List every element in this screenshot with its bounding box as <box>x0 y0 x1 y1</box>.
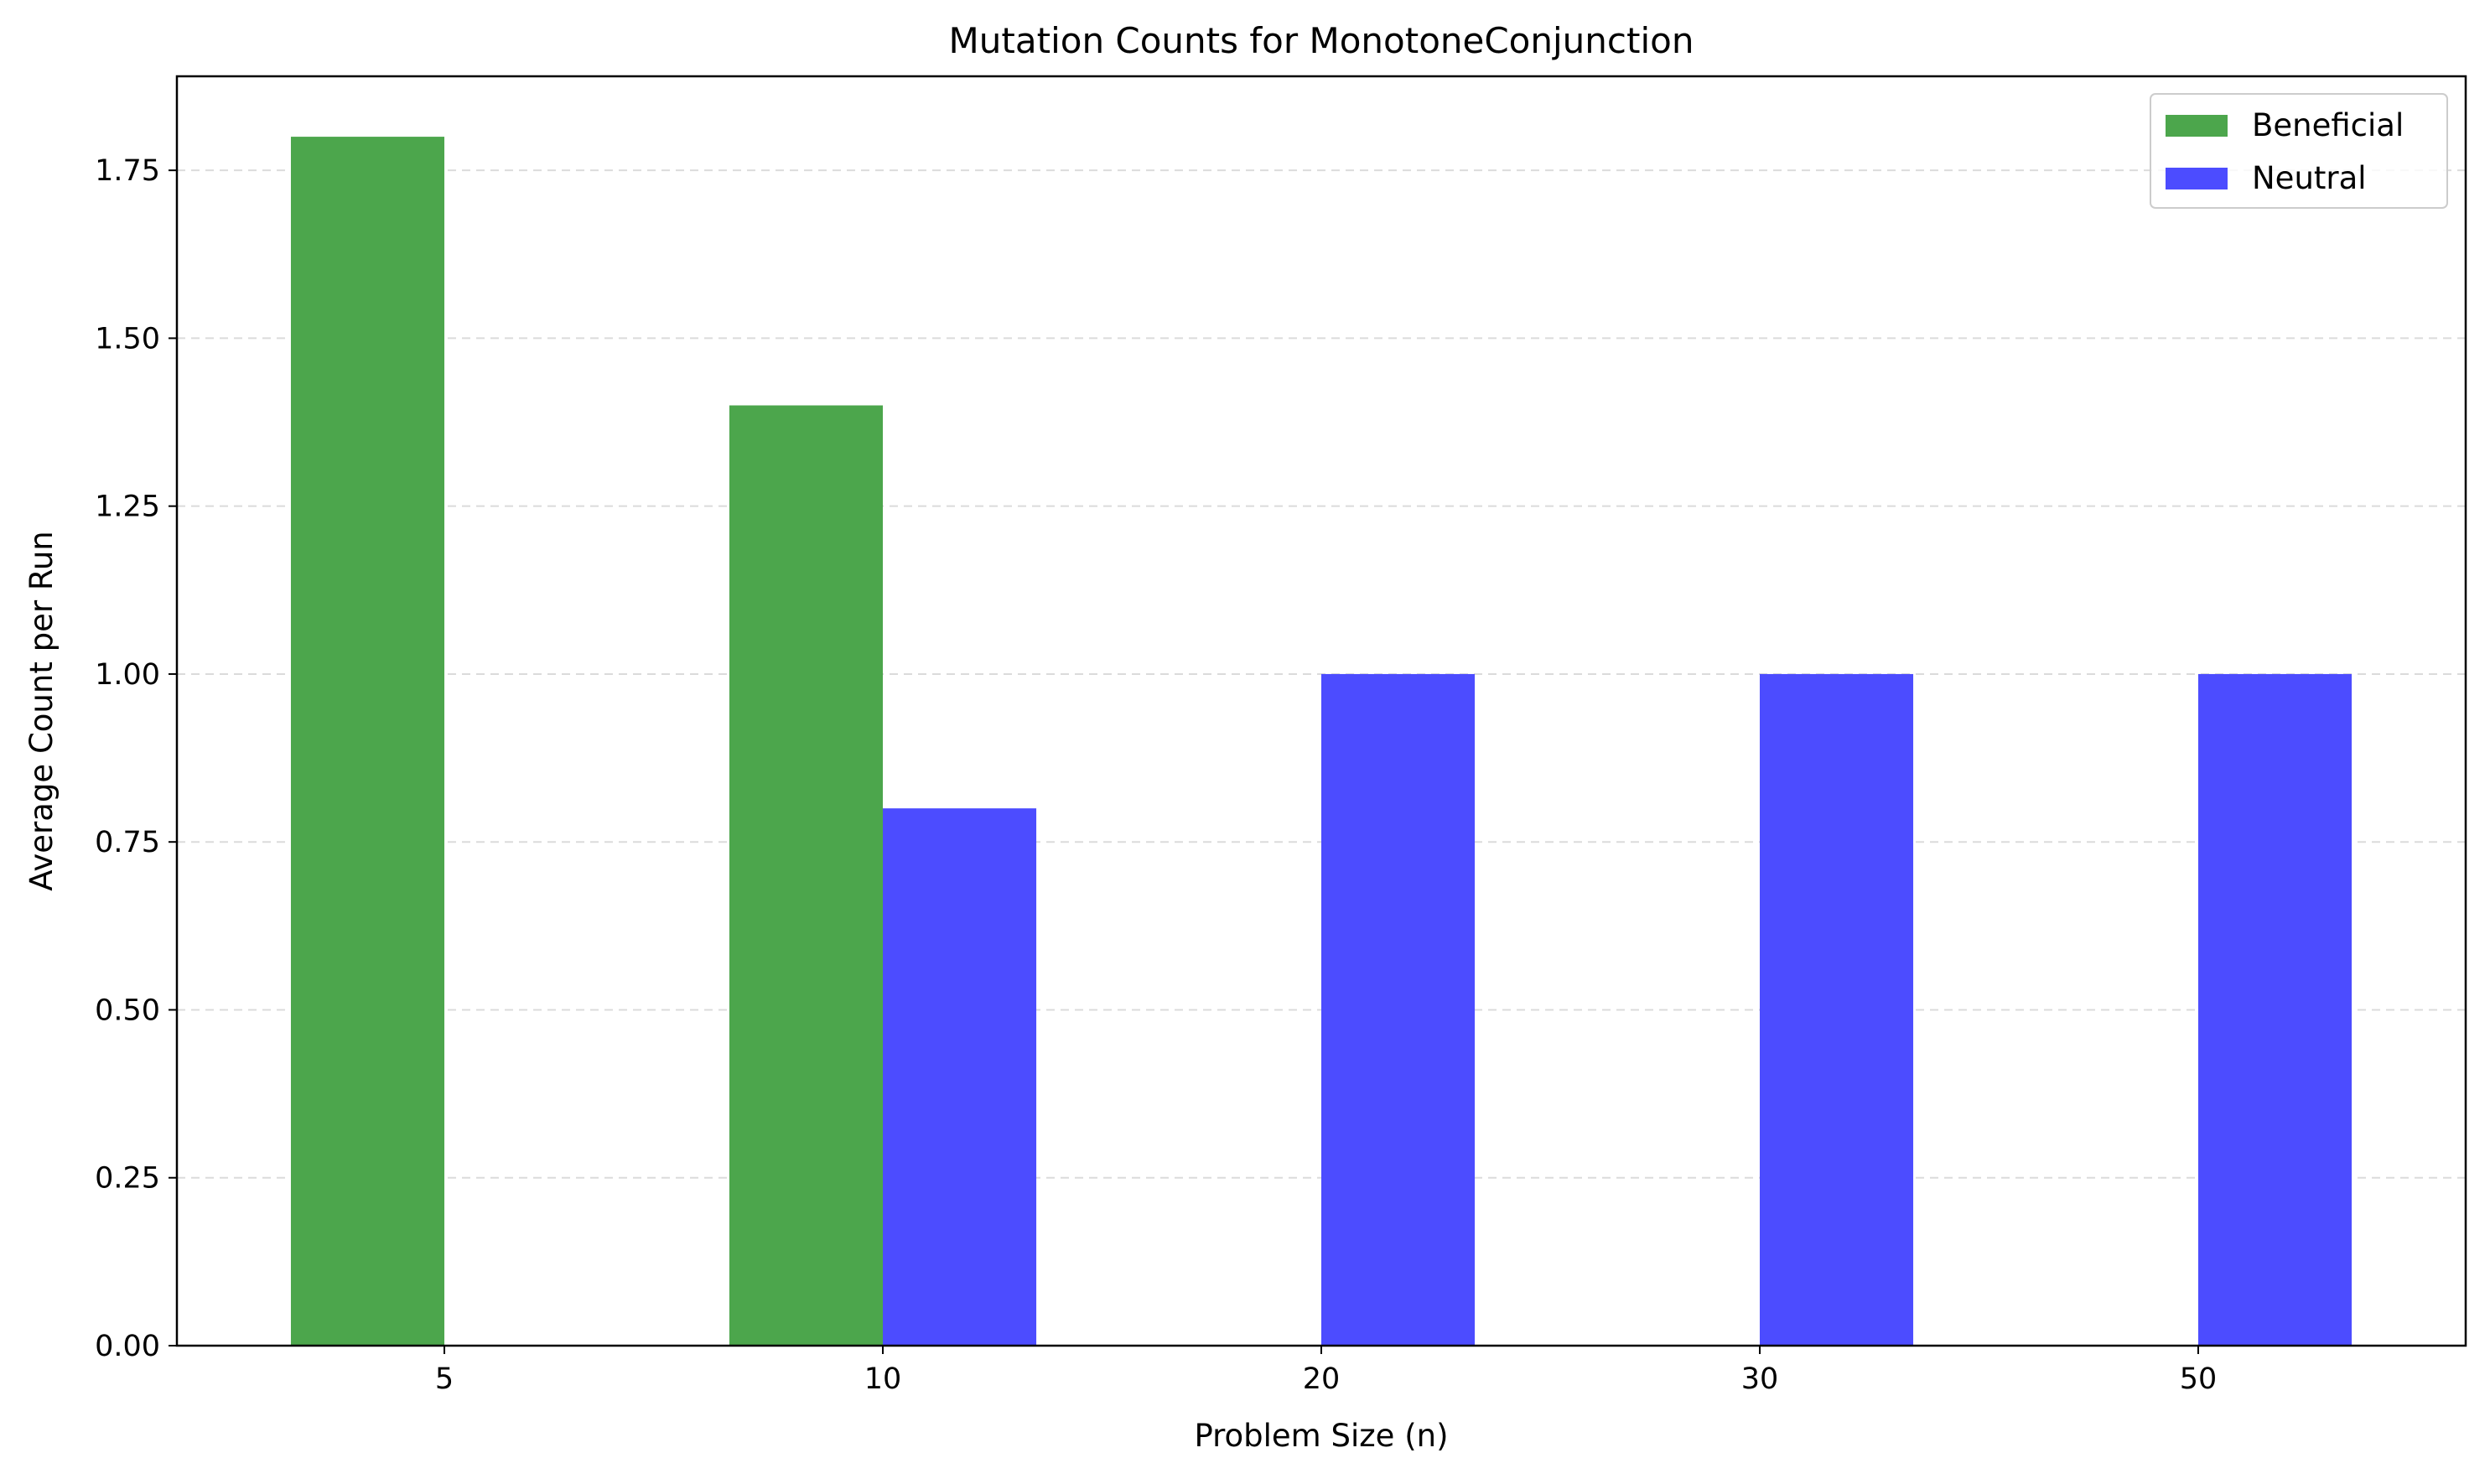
legend-label-neutral: Neutral <box>2252 160 2367 196</box>
y-axis-ticks: 0.00 0.25 0.50 0.75 1.00 1.25 1.50 1.75 <box>95 154 177 1363</box>
x-tick-label: 20 <box>1303 1362 1341 1396</box>
x-axis-label: Problem Size (n) <box>1194 1418 1448 1454</box>
y-tick-label: 0.25 <box>95 1162 160 1196</box>
bars <box>290 137 2353 1346</box>
bar-neutral-30 <box>1759 673 1914 1346</box>
legend: Beneficial Neutral <box>2150 93 2448 209</box>
y-tick-label: 1.00 <box>95 658 160 692</box>
y-tick-label: 1.25 <box>95 490 160 524</box>
x-tick-label: 10 <box>864 1362 902 1396</box>
legend-label-beneficial: Beneficial <box>2252 107 2404 143</box>
y-tick-label: 0.75 <box>95 826 160 859</box>
y-tick-label: 1.50 <box>95 322 160 355</box>
bar-beneficial-5 <box>290 137 445 1346</box>
y-tick-label: 0.50 <box>95 994 160 1027</box>
x-axis-ticks: 5 10 20 30 50 <box>435 1346 2217 1396</box>
bar-neutral-20 <box>1321 673 1476 1346</box>
y-tick-label: 0.00 <box>95 1330 160 1363</box>
bar-beneficial-10 <box>729 405 884 1346</box>
y-axis-label: Average Count per Run <box>23 531 60 891</box>
bar-neutral-50 <box>2197 673 2353 1346</box>
legend-swatch-beneficial <box>2166 115 2228 137</box>
y-tick-label: 1.75 <box>95 154 160 188</box>
x-tick-label: 5 <box>435 1362 454 1396</box>
x-tick-label: 30 <box>1741 1362 1779 1396</box>
legend-swatch-neutral <box>2166 168 2228 189</box>
x-tick-label: 50 <box>2180 1362 2218 1396</box>
chart-title: Mutation Counts for MonotoneConjunction <box>949 20 1694 61</box>
bar-neutral-10 <box>883 808 1037 1346</box>
